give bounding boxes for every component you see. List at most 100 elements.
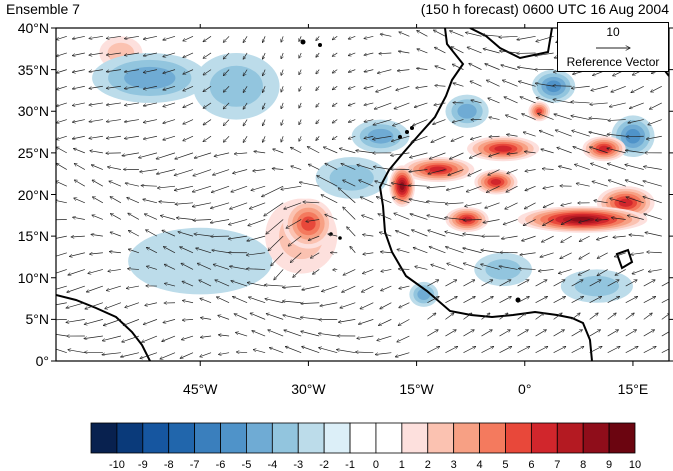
wind-arrow — [157, 185, 176, 188]
wind-arrow — [183, 85, 194, 91]
wind-arrow — [163, 319, 176, 322]
wind-arrow — [579, 219, 590, 222]
wind-arrow — [542, 169, 554, 170]
wind-arrow — [303, 202, 320, 203]
colorbar-tick-label: 0 — [372, 459, 379, 471]
wind-arrow — [89, 52, 103, 55]
wind-arrow — [246, 269, 266, 270]
anomaly-cell — [490, 178, 502, 186]
wind-arrow — [465, 202, 482, 207]
wind-arrow — [183, 52, 194, 58]
wind-arrow — [316, 102, 320, 107]
wind-arrow — [182, 319, 194, 320]
colorbar-swatch — [505, 422, 532, 454]
wind-arrow — [517, 313, 526, 320]
colorbar-swatch — [90, 422, 118, 454]
wind-arrow — [610, 198, 626, 204]
wind-arrow — [589, 147, 608, 154]
wind-arrow — [393, 119, 410, 126]
wind-arrow — [611, 218, 626, 220]
wind-arrow — [572, 130, 590, 137]
wind-arrow — [183, 36, 194, 41]
wind-arrow — [413, 247, 428, 254]
wind-arrow — [607, 148, 626, 154]
wind-arrow — [433, 30, 446, 37]
wind-arrow — [122, 152, 139, 156]
wind-arrow — [517, 330, 529, 337]
wind-arrow — [535, 330, 547, 337]
wind-arrow — [268, 330, 284, 337]
wind-arrow — [163, 102, 176, 107]
wind-arrow — [56, 269, 67, 274]
wind-arrow — [308, 164, 320, 170]
wind-arrow — [91, 165, 104, 170]
wind-arrow — [553, 99, 572, 104]
wind-arrow — [193, 219, 212, 220]
wind-arrow — [541, 149, 554, 154]
wind-arrow — [124, 135, 139, 138]
wind-arrow — [163, 35, 176, 40]
wind-arrow — [235, 332, 248, 337]
wind-arrow — [629, 235, 644, 236]
wind-arrow — [643, 280, 655, 287]
wind-arrow — [201, 318, 212, 320]
wind-arrow — [377, 335, 392, 341]
wind-arrow — [625, 346, 638, 353]
wind-arrow — [316, 119, 320, 124]
wind-arrow — [343, 180, 356, 187]
wind-arrow — [522, 235, 536, 241]
wind-arrow — [535, 346, 548, 353]
wind-arrow — [380, 34, 392, 37]
wind-arrow — [247, 282, 266, 287]
wind-arrow — [391, 152, 410, 156]
wind-arrow — [274, 269, 284, 279]
colorbar-swatch — [323, 422, 351, 454]
wind-arrow — [554, 114, 572, 120]
wind-arrow — [429, 247, 446, 254]
wind-arrow — [56, 334, 67, 337]
wind-arrow — [378, 319, 392, 325]
wind-arrow — [415, 266, 428, 270]
wind-arrow — [380, 302, 392, 309]
wind-arrow — [535, 296, 548, 304]
wind-arrow — [589, 346, 602, 353]
wind-arrow — [299, 86, 301, 91]
wind-arrow — [373, 119, 392, 125]
wind-arrow — [175, 203, 194, 204]
wind-arrow — [249, 202, 266, 209]
wind-arrow — [73, 217, 85, 220]
wind-arrow — [501, 235, 518, 239]
anomaly-cell — [301, 216, 316, 231]
wind-arrow — [90, 253, 103, 254]
wind-arrow — [250, 313, 266, 320]
colorbar-swatch — [556, 422, 584, 454]
wind-arrow — [589, 118, 608, 120]
wind-arrow — [343, 269, 356, 275]
colorbar-swatch — [220, 422, 247, 454]
wind-arrow — [481, 280, 492, 287]
wind-arrow — [625, 296, 638, 304]
wind-arrow — [85, 302, 103, 309]
anomaly-cell — [399, 182, 405, 191]
wind-arrow — [163, 247, 176, 254]
wind-arrow — [262, 36, 266, 42]
wind-arrow — [453, 83, 464, 87]
ensemble-title: Ensemble 7 — [6, 1, 80, 17]
wind-arrow — [89, 119, 103, 122]
colorbar-tick-label: 2 — [424, 459, 431, 471]
wind-arrow — [541, 235, 554, 242]
wind-arrow — [301, 331, 320, 337]
wind-arrow — [632, 269, 644, 273]
wind-arrow — [362, 215, 374, 220]
wind-arrow — [146, 266, 158, 270]
wind-arrow — [591, 85, 608, 90]
wind-arrow — [625, 150, 644, 154]
wind-arrow — [431, 135, 446, 142]
wind-arrow — [253, 170, 266, 172]
wind-arrow — [376, 85, 392, 92]
wind-arrow — [503, 219, 518, 224]
wind-arrow — [579, 235, 590, 241]
wind-arrow — [299, 119, 301, 125]
wind-arrow — [243, 136, 248, 142]
wind-arrow — [589, 132, 608, 137]
